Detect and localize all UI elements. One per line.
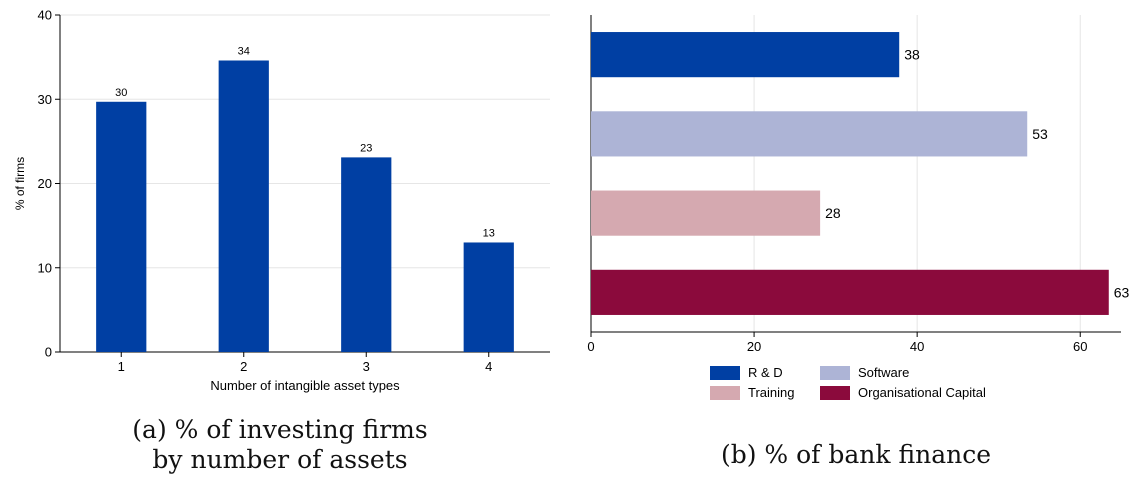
caption-a: (a) % of investing firms by number of as… — [80, 415, 480, 475]
data-label-2: 34 — [238, 45, 250, 57]
legend-item-organisational-capital: Organisational Capital — [820, 385, 986, 400]
y-axis-title: % of firms — [13, 157, 27, 210]
bar-3 — [341, 157, 392, 352]
tick-label-x-0: 1 — [118, 359, 125, 374]
bar-chart-bank-finance: 0 20 40 60 38 53 28 63 — [587, 15, 1130, 354]
tick-label-x-2: 3 — [363, 359, 370, 374]
tick-label-y-3: 30 — [38, 92, 52, 107]
legend-swatch-organisational-capital — [820, 385, 850, 400]
tick-label-y-4: 40 — [38, 8, 52, 23]
legend-label-organisational-capital: Organisational Capital — [858, 385, 986, 400]
tick-label-y-2: 20 — [38, 176, 52, 191]
data-label-3: 23 — [360, 142, 372, 154]
tick-label-x-3: 4 — [485, 359, 492, 374]
legend-label-software: Software — [858, 365, 910, 380]
data-label-training: 28 — [825, 205, 841, 221]
bar-4 — [463, 242, 514, 352]
bar-1 — [96, 101, 147, 352]
legend-swatch-rd — [710, 365, 740, 380]
legend-item-training: Training — [710, 385, 794, 400]
caption-a-line-2: by number of assets — [152, 445, 408, 474]
bar-training — [591, 190, 821, 236]
legend-swatch-training — [710, 385, 740, 400]
tick-label-y-0: 0 — [45, 345, 52, 360]
bar-software — [591, 111, 1028, 157]
legend-item-software: Software — [820, 365, 909, 380]
x-axis-title: Number of intangible asset types — [210, 378, 400, 393]
bar-r-d — [591, 32, 900, 78]
tick-label-x-1: 2 — [240, 359, 247, 374]
bar-2 — [218, 60, 269, 353]
data-label-1: 30 — [115, 87, 127, 99]
legend-item-rd: R & D — [710, 365, 783, 380]
tick-label-x-0: 0 — [587, 339, 594, 354]
legend-label-rd: R & D — [748, 365, 783, 380]
tick-label-x-2: 40 — [910, 339, 924, 354]
chart-panel-b: 0 20 40 60 38 53 28 63 R & D Software Training … — [566, 0, 1133, 481]
data-label-r-d: 38 — [904, 47, 920, 63]
tick-label-x-3: 60 — [1073, 339, 1087, 354]
data-label-4: 13 — [483, 227, 495, 239]
caption-b: (b) % of bank finance — [720, 440, 992, 469]
legend-swatch-software — [820, 365, 850, 380]
caption-a-line-1: (a) % of investing firms — [132, 415, 428, 444]
chart-panel-a: 0 10 20 30 40 30 1 34 2 23 3 13 4 Number of intangibl… — [0, 0, 566, 481]
data-label-organisational-capital: 63 — [1114, 284, 1130, 300]
data-label-software: 53 — [1032, 126, 1048, 142]
legend-label-training: Training — [748, 385, 795, 400]
tick-label-y-1: 10 — [38, 260, 52, 275]
tick-label-x-1: 20 — [747, 339, 761, 354]
bar-organisational-capital — [591, 269, 1109, 315]
